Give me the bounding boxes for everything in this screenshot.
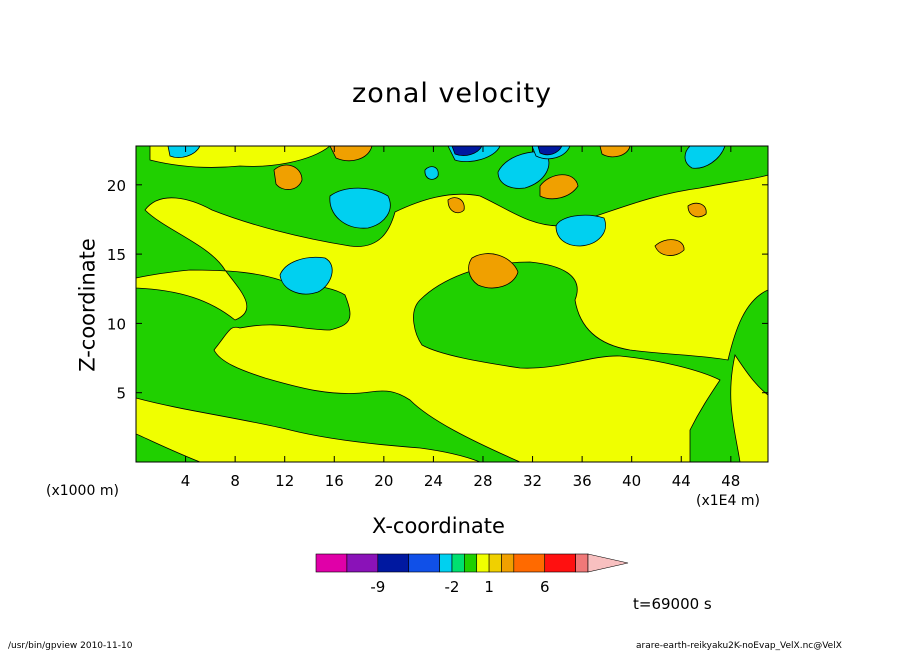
region-orange-7 (654, 239, 685, 256)
colorbar-swatch (476, 553, 490, 573)
footer-left: /usr/bin/gpview 2010-11-10 (8, 641, 133, 651)
x-tick-label: 12 (275, 472, 294, 490)
region-positive-low (136, 397, 481, 462)
y-tick-label: 20 (107, 177, 126, 195)
time-label: t=69000 s (633, 595, 712, 613)
region-negative-1 (279, 256, 333, 295)
colorbar-swatch (501, 553, 515, 573)
region-orange-5 (447, 197, 465, 214)
region-orange-1 (468, 253, 519, 289)
colorbar-swatch (408, 553, 440, 573)
x-tick-label: 44 (672, 472, 691, 490)
x-axis-unit: (x1E4 m) (696, 493, 760, 509)
y-axis-ticks: 5 10 15 20 (107, 177, 768, 403)
region-orange-2 (273, 164, 303, 190)
region-orange-6 (539, 174, 579, 200)
region-negative-5 (684, 146, 726, 169)
y-tick-label: 10 (107, 315, 126, 333)
x-axis-ticks: 4 8 12 16 20 24 28 32 36 40 44 48 (181, 146, 740, 490)
x-tick-label: 24 (424, 472, 443, 490)
colorbar-swatch (315, 553, 348, 573)
footer-right: arare-earth-reikyaku2K-noEvap_VelX.nc@Ve… (636, 641, 842, 651)
plot-area (136, 146, 768, 462)
region-negative-2 (329, 187, 391, 229)
chart-title: zonal velocity (352, 78, 552, 109)
colorbar-swatch (346, 553, 379, 573)
colorbar-overflow-arrow (587, 553, 629, 573)
y-tick-label: 15 (107, 246, 126, 264)
colorbar: -9 -2 1 6 (315, 553, 629, 596)
region-negative-4 (497, 151, 550, 189)
x-axis-label: X-coordinate (372, 514, 505, 538)
colorbar-swatch (575, 553, 589, 573)
region-orange-8 (687, 202, 707, 218)
colorbar-label: -9 (370, 578, 385, 596)
region-negative-3 (555, 214, 606, 247)
colorbar-label: 6 (540, 578, 550, 596)
colorbar-label: 1 (484, 578, 494, 596)
region-negative-9 (424, 166, 439, 180)
x-tick-label: 48 (721, 472, 740, 490)
x-tick-label: 4 (181, 472, 191, 490)
x-tick-label: 28 (473, 472, 492, 490)
x-tick-label: 36 (573, 472, 592, 490)
colorbar-swatch (451, 553, 465, 573)
colorbar-label: -2 (445, 578, 460, 596)
x-tick-label: 40 (622, 472, 641, 490)
x-tick-label: 20 (374, 472, 393, 490)
x-tick-label: 16 (325, 472, 344, 490)
x-tick-label: 8 (230, 472, 240, 490)
colorbar-swatch (544, 553, 576, 573)
colorbar-swatch (439, 553, 453, 573)
y-axis-unit: (x1000 m) (46, 483, 119, 499)
colorbar-swatch (488, 553, 502, 573)
plot-frame (135, 145, 769, 463)
x-tick-label: 32 (523, 472, 542, 490)
region-positive-main (136, 174, 768, 462)
colorbar-swatch (464, 553, 478, 573)
y-tick-label: 5 (116, 385, 126, 403)
colorbar-swatch (513, 553, 546, 573)
colorbar-swatch (377, 553, 410, 573)
